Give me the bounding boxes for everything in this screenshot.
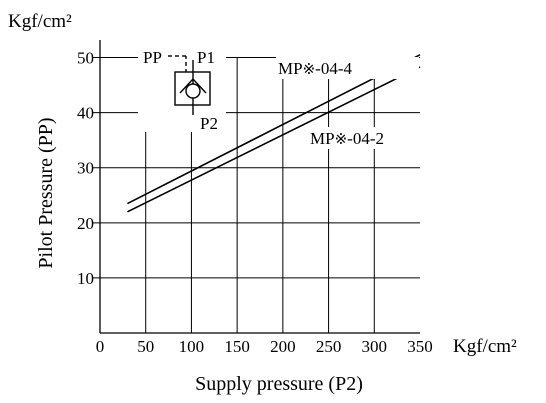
- asterisk-symbol-icon: ※: [335, 132, 348, 148]
- y-axis-title: Pilot Pressure (PP): [35, 117, 57, 268]
- series-label-04-2: MP※-04-2: [308, 127, 420, 149]
- valve-symbol-inset: PP P1 P2: [138, 48, 226, 133]
- asterisk-symbol-icon: ※: [303, 62, 316, 78]
- inset-label-p2: P2: [200, 114, 218, 133]
- x-tick-label: 250: [316, 337, 342, 356]
- x-tick-label: 300: [362, 337, 388, 356]
- check-valve-icon: [168, 55, 211, 115]
- series-label-04-2-suffix: -04-2: [347, 129, 384, 148]
- series-line-04-2: [127, 66, 421, 213]
- y-tick-label: 40: [77, 104, 94, 123]
- series-label-04-4-prefix: MP: [278, 59, 303, 78]
- x-tick-label: 150: [224, 337, 250, 356]
- series-label-04-4: MP※-04-4: [276, 57, 419, 79]
- x-axis-title: Supply pressure (P2): [195, 373, 363, 395]
- series-line-04-4: [127, 54, 421, 205]
- x-tick-label: 50: [137, 337, 154, 356]
- svg-text:MP※-04-4: MP※-04-4: [278, 59, 352, 78]
- y-tick-label: 30: [77, 159, 94, 178]
- x-tick-label: 200: [270, 337, 296, 356]
- series-label-04-4-suffix: -04-4: [315, 59, 352, 78]
- svg-text:MP※-04-2: MP※-04-2: [310, 129, 384, 148]
- x-tick-label: 350: [407, 337, 433, 356]
- series-lines: [127, 54, 421, 213]
- x-tick-label: 0: [96, 337, 105, 356]
- x-axis-unit: Kgf/cm²: [453, 336, 517, 357]
- y-tick-label: 50: [77, 49, 94, 68]
- inset-label-p1: P1: [197, 48, 215, 67]
- x-tick-label: 100: [179, 337, 205, 356]
- inset-label-pp: PP: [143, 48, 162, 67]
- series-label-04-2-prefix: MP: [310, 129, 335, 148]
- y-tick-label: 10: [77, 269, 94, 288]
- tick-labels: 0 50 100 150 200 250 300 350 10 20 30 40 50: [77, 49, 433, 356]
- y-tick-label: 20: [77, 214, 94, 233]
- y-axis-unit: Kgf/cm²: [8, 11, 72, 32]
